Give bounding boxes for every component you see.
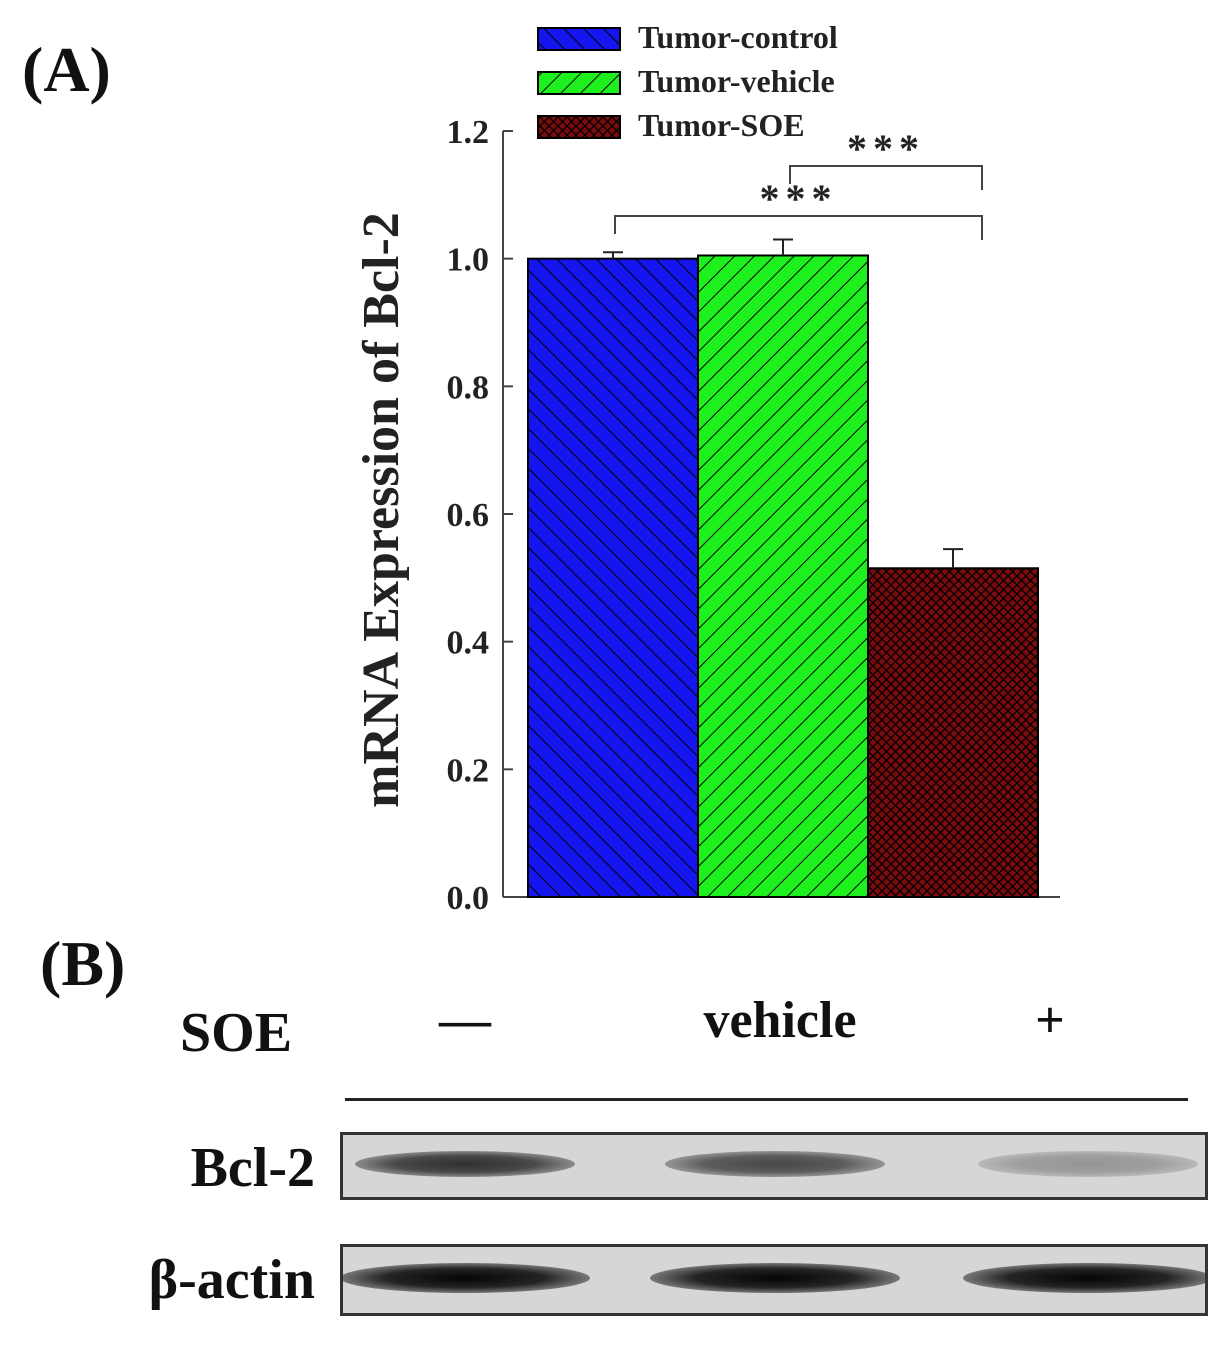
- bar-pattern: [698, 255, 868, 898]
- y-tick-label: 0.8: [447, 369, 490, 406]
- y-tick-label: 0.0: [447, 880, 490, 917]
- blot-band: [978, 1151, 1198, 1177]
- significance-bracket: [789, 165, 983, 190]
- blot-band: [343, 1263, 590, 1293]
- chart-bars: [527, 238, 1039, 899]
- blot-band: [650, 1263, 900, 1293]
- blot-band: [963, 1263, 1205, 1293]
- blot-label-bcl2: Bcl-2: [190, 1137, 315, 1199]
- legend-label: Tumor-control: [638, 19, 838, 55]
- western-blot-bcl2: [340, 1132, 1208, 1200]
- y-tick-label: 0.4: [447, 625, 490, 662]
- legend-label: Tumor-vehicle: [638, 63, 835, 99]
- legend-swatch-pattern: [538, 72, 620, 94]
- bar-chart: 0.0 0.2 0.4 0.6 0.8 1.0 1.2 ****** Tumor-contr…: [353, 19, 1060, 917]
- legend-swatch-pattern: [538, 28, 620, 50]
- blot-band: [665, 1151, 885, 1177]
- y-tick-label: 0.2: [447, 752, 490, 789]
- western-blot-beta-actin: [340, 1244, 1208, 1316]
- y-tick-label: 1.0: [447, 242, 490, 279]
- bar-pattern: [868, 568, 1038, 897]
- y-tick-label: 0.6: [447, 497, 490, 534]
- blot-band: [355, 1151, 575, 1177]
- soe-row-header: SOE: [180, 1002, 293, 1064]
- lane-label-vehicle: vehicle: [703, 992, 857, 1049]
- panel-b-label: (B): [40, 928, 126, 999]
- y-axis-label: mRNA Expression of Bcl-2: [353, 212, 410, 808]
- significance-label: ***: [847, 126, 925, 171]
- panel-a-label: (A): [22, 34, 111, 105]
- blot-label-beta-actin: β-actin: [148, 1249, 315, 1311]
- significance-label: ***: [760, 176, 838, 221]
- significance-bracket: [614, 215, 983, 240]
- lane-separator-line: [345, 1098, 1188, 1101]
- chart-legend: Tumor-control Tumor-vehicle Tumor-SOE: [537, 19, 838, 143]
- bar-pattern: [528, 258, 698, 898]
- y-tick-label: 1.2: [447, 114, 490, 151]
- significance-annotations: ******: [614, 126, 983, 240]
- lane-label-control: —: [439, 992, 491, 1049]
- lane-label-soe: +: [1035, 992, 1065, 1049]
- legend-swatch-pattern: [538, 116, 620, 138]
- legend-label: Tumor-SOE: [638, 107, 805, 143]
